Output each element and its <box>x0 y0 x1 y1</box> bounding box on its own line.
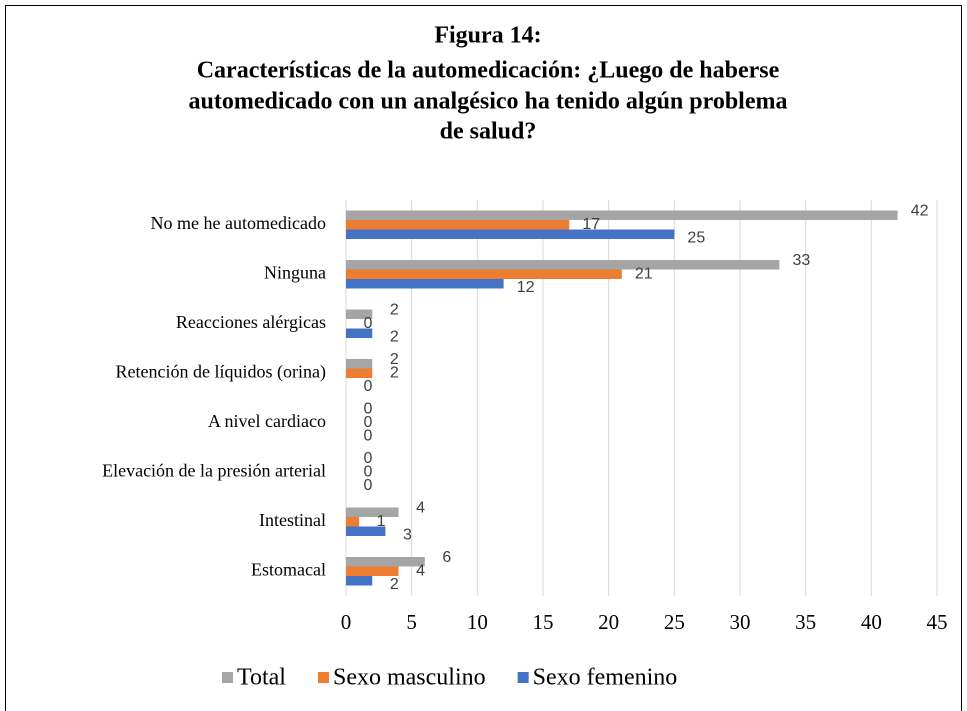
data-label: 17 <box>582 216 600 233</box>
x-tick-label: 0 <box>341 610 352 634</box>
y-tick-label: Intestinal <box>259 510 326 530</box>
data-label: 0 <box>364 427 373 444</box>
y-tick-label: Elevación de la presión arterial <box>102 460 326 480</box>
data-label: 2 <box>390 576 399 593</box>
bar <box>346 309 373 319</box>
bar <box>346 328 373 338</box>
legend-swatch <box>517 672 529 683</box>
data-label: 0 <box>364 450 373 467</box>
x-tick-label: 15 <box>533 610 554 634</box>
x-tick-label: 5 <box>406 610 417 634</box>
bar <box>346 269 622 279</box>
data-label: 2 <box>390 301 399 318</box>
y-tick-label: Ninguna <box>264 262 326 282</box>
x-tick-label: 35 <box>795 610 816 634</box>
x-tick-label: 45 <box>927 610 948 634</box>
bar <box>346 576 373 586</box>
bar <box>346 279 504 289</box>
bar <box>346 210 898 220</box>
data-label: 2 <box>390 351 399 368</box>
bar <box>346 260 780 270</box>
data-label: 6 <box>442 549 451 566</box>
data-label: 4 <box>416 499 425 516</box>
chart-title: Características de la automedicación: ¿L… <box>197 58 780 84</box>
data-label: 0 <box>364 463 373 480</box>
bar <box>346 526 386 536</box>
data-label: 12 <box>517 279 535 296</box>
data-label: 2 <box>390 364 399 381</box>
legend-label: Sexo masculino <box>333 665 486 691</box>
chart-title: automedicado con un analgésico ha tenido… <box>189 89 788 115</box>
bar <box>346 220 570 230</box>
bar <box>346 359 373 369</box>
legend-label: Sexo femenino <box>533 665 678 691</box>
bar <box>346 517 360 527</box>
legend-swatch <box>222 672 233 683</box>
data-label: 0 <box>364 477 373 494</box>
data-label: 0 <box>364 315 373 332</box>
bar <box>346 507 399 517</box>
bar <box>346 557 425 567</box>
x-tick-label: 25 <box>664 610 685 634</box>
y-tick-label: Estomacal <box>251 559 326 579</box>
y-tick-label: Reacciones alérgicas <box>176 312 326 332</box>
data-label: 25 <box>687 229 705 246</box>
bar <box>346 368 373 378</box>
data-label: 0 <box>364 378 373 395</box>
chart-title: de salud? <box>440 119 537 145</box>
data-label: 21 <box>635 265 653 282</box>
data-label: 3 <box>403 526 412 543</box>
x-tick-label: 30 <box>730 610 751 634</box>
y-tick-label: Retención de líquidos (orina) <box>116 361 326 382</box>
data-label: 1 <box>377 513 386 530</box>
frame <box>5 5 962 711</box>
data-label: 0 <box>364 400 373 417</box>
y-tick-label: A nivel cardiaco <box>208 411 326 431</box>
x-tick-label: 40 <box>861 610 882 634</box>
data-label: 4 <box>416 562 425 579</box>
bar <box>346 566 399 576</box>
data-label: 33 <box>793 252 811 269</box>
bar <box>346 229 675 239</box>
x-tick-label: 10 <box>467 610 488 634</box>
legend-label: Total <box>237 665 286 691</box>
data-label: 42 <box>911 202 929 219</box>
legend-swatch <box>317 672 329 683</box>
chart-title: Figura 14: <box>434 23 541 49</box>
data-label: 0 <box>364 414 373 431</box>
x-tick-label: 20 <box>598 610 619 634</box>
data-label: 2 <box>390 328 399 345</box>
y-tick-label: No me he automedicado <box>151 213 326 233</box>
